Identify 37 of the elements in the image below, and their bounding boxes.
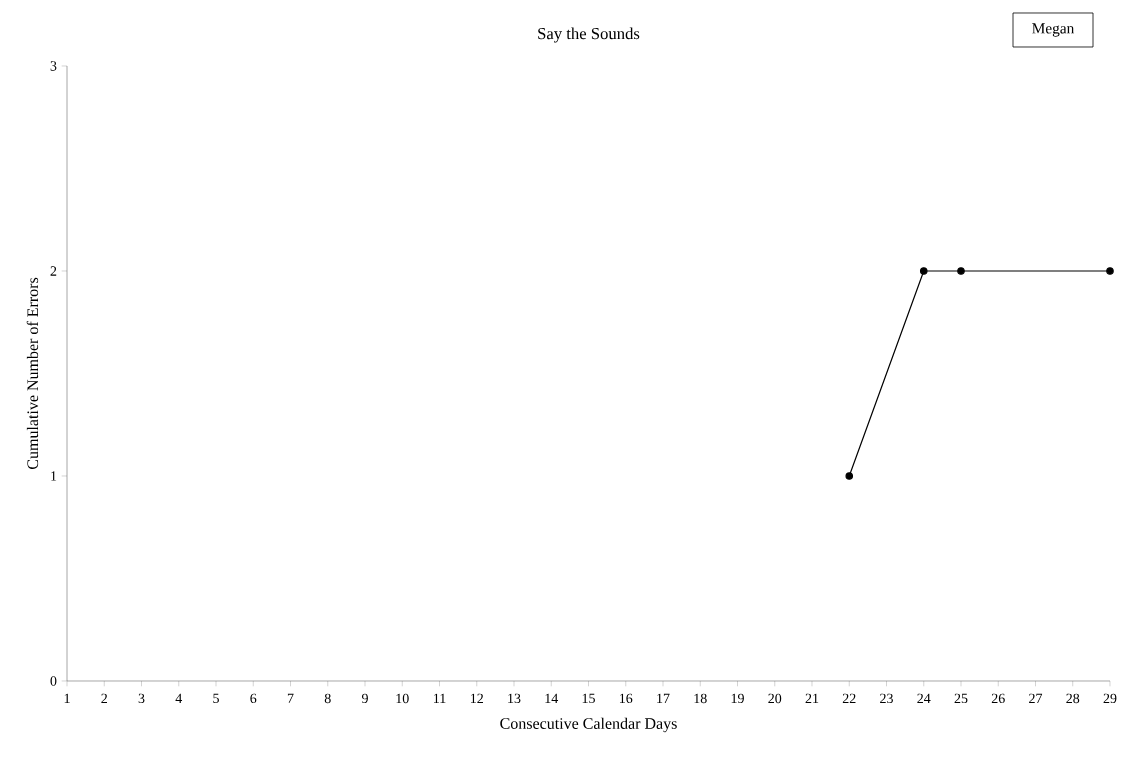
y-tick-label: 3 — [50, 61, 57, 71]
x-tick-label: 2 — [101, 693, 107, 703]
x-axis-title: Consecutive Calendar Days — [500, 717, 677, 733]
x-tick-label: 17 — [657, 693, 670, 703]
x-tick-label: 20 — [768, 693, 782, 704]
x-tick-label: 25 — [954, 693, 968, 704]
x-tick-label: 12 — [470, 693, 483, 703]
x-tick-label: 21 — [805, 693, 819, 703]
x-tick-label: 29 — [1103, 693, 1117, 704]
x-tick-label: 9 — [361, 693, 368, 704]
x-tick-label: 6 — [250, 693, 257, 704]
x-tick-label: 23 — [880, 693, 893, 704]
y-axis-title: Cumulative Number of Errors — [26, 277, 39, 470]
x-tick-label: 11 — [434, 693, 446, 703]
y-tick-label: 1 — [51, 471, 57, 481]
x-tick-label: 19 — [731, 693, 744, 704]
x-tick-label: 4 — [175, 693, 183, 703]
chart-title: Say the Sounds — [538, 27, 640, 43]
x-tick-label: 14 — [545, 693, 559, 703]
x-tick-label: 24 — [917, 693, 931, 703]
x-tick-label: 10 — [396, 693, 409, 704]
x-tick-label: 15 — [582, 693, 595, 704]
x-tick-label: 8 — [324, 693, 331, 704]
x-tick-label: 5 — [213, 693, 219, 704]
x-tick-label: 22 — [842, 693, 856, 703]
text: Megan — [1032, 23, 1075, 37]
y-tick-label: 2 — [50, 266, 57, 276]
x-tick-label: 27 — [1029, 693, 1043, 703]
x-tick-label: 1 — [64, 693, 70, 703]
x-tick-label: 26 — [991, 693, 1005, 704]
y-tick-label: 0 — [50, 676, 57, 686]
x-tick-label: 3 — [138, 693, 145, 704]
x-tick-label: 13 — [508, 693, 521, 704]
x-tick-label: 18 — [694, 693, 707, 704]
x-tick-label: 7 — [287, 693, 294, 703]
x-tick-label: 28 — [1066, 693, 1080, 704]
x-tick-label: 16 — [619, 693, 633, 704]
